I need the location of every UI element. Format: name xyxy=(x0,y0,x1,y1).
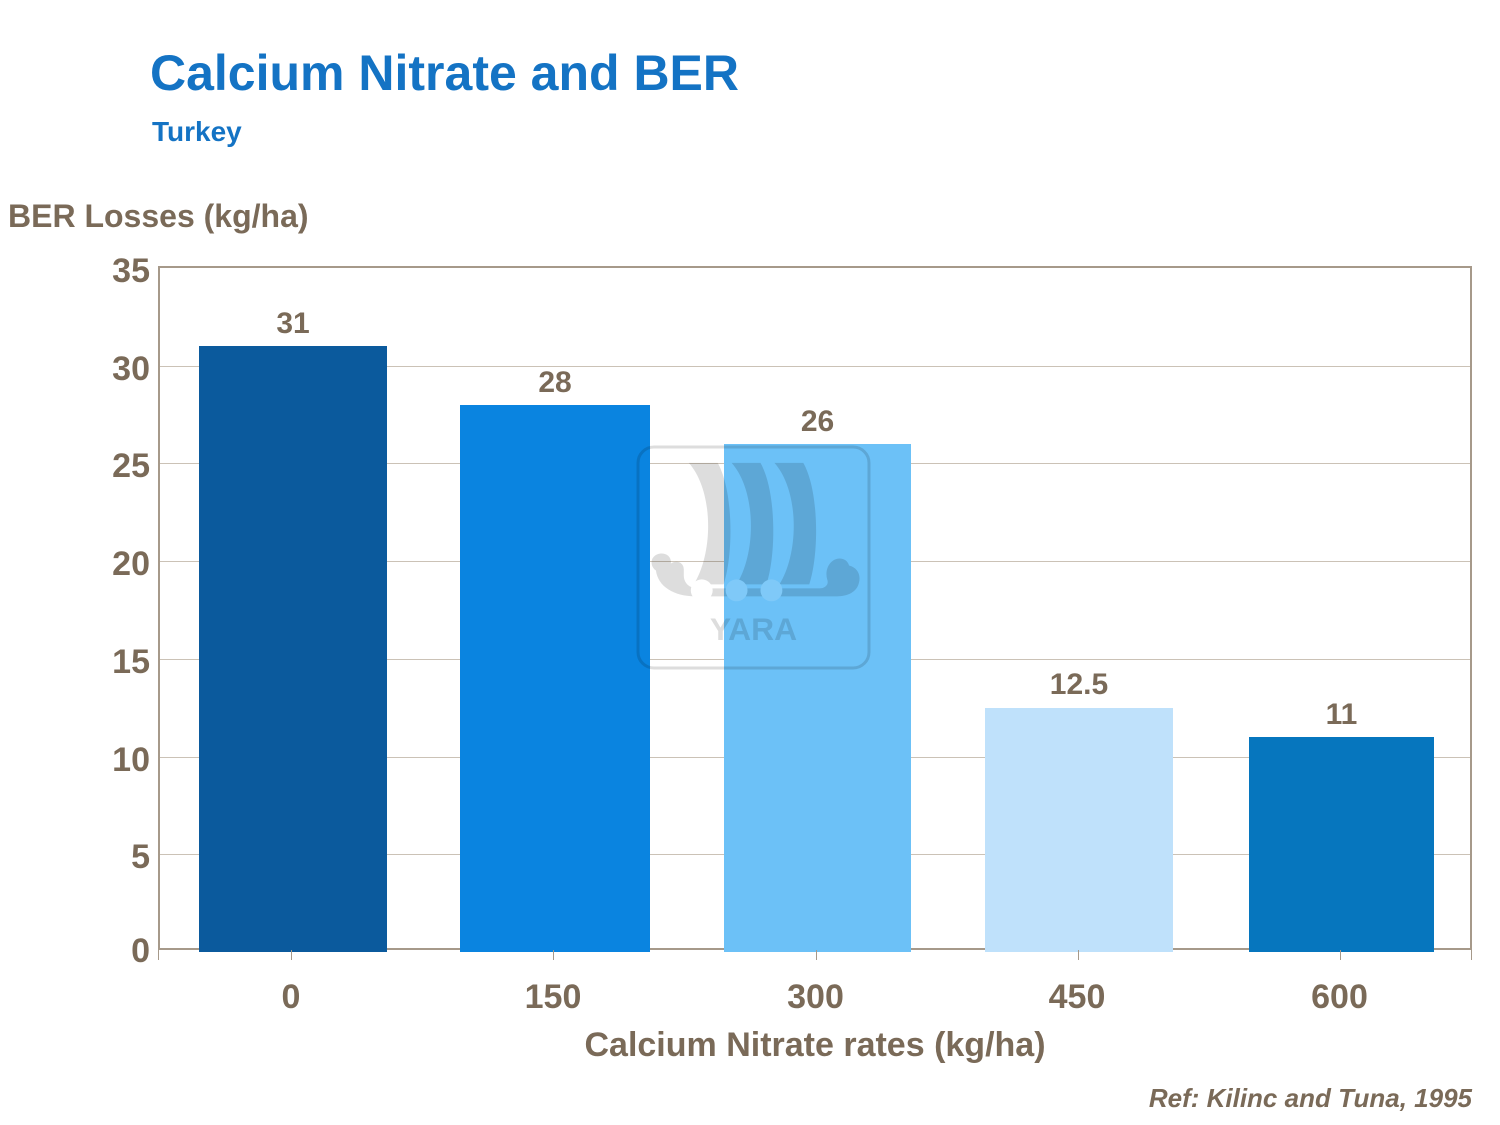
svg-text:YARA: YARA xyxy=(710,611,797,647)
